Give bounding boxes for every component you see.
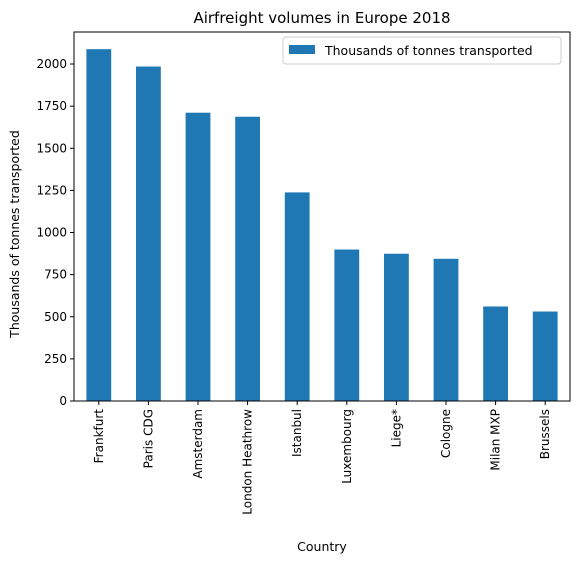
plot-area: 0 250 500 750 1000 1250 1500 1750 2000 Frankfurt P… xyxy=(36,31,571,515)
bar-frankfurt xyxy=(86,49,112,401)
legend-box xyxy=(282,36,562,65)
legend-swatch xyxy=(289,45,315,54)
bar-liege xyxy=(384,253,409,401)
y-tick-label: 750 xyxy=(44,268,67,282)
x-tick-label: Cologne xyxy=(439,409,453,458)
y-tick-label: 0 xyxy=(59,394,67,408)
bar-istanbul xyxy=(284,192,310,401)
x-tick-label: Amsterdam xyxy=(191,409,205,479)
bar-brussels xyxy=(532,311,558,401)
bar-cologne xyxy=(433,258,459,401)
bar-paris-cdg xyxy=(136,66,161,401)
bar-milan-mxp xyxy=(483,306,508,401)
x-tick-label: London Heathrow xyxy=(241,409,255,515)
y-tick-label: 250 xyxy=(44,352,67,366)
legend: Thousands of tonnes transported xyxy=(282,36,562,65)
bar-london-heathrow xyxy=(235,116,260,402)
x-tick-label: Frankfurt xyxy=(92,409,106,464)
y-tick-label: 500 xyxy=(44,310,67,324)
y-tick-label: 1250 xyxy=(36,183,67,197)
y-tick-label: 2000 xyxy=(36,57,67,71)
x-tick-label: Istanbul xyxy=(290,409,304,457)
x-tick-label: Luxembourg xyxy=(340,409,354,484)
x-tick-label: Paris CDG xyxy=(141,409,155,468)
x-tick-label: Brussels xyxy=(538,409,552,459)
legend-label: Thousands of tonnes transported xyxy=(324,43,533,58)
y-tick-label: 1500 xyxy=(36,141,67,155)
bar-amsterdam xyxy=(185,112,211,401)
x-axis-label: Country xyxy=(297,539,347,554)
y-tick-label: 1750 xyxy=(36,99,67,113)
bar-luxembourg xyxy=(334,249,360,401)
axes-frame xyxy=(73,31,571,402)
y-axis-label: Thousands of tonnes transported xyxy=(7,130,22,339)
x-tick-label: Milan MXP xyxy=(489,409,503,471)
y-tick-label: 1000 xyxy=(36,226,67,240)
chart-title: Airfreight volumes in Europe 2018 xyxy=(193,9,450,27)
x-tick-label: Liege* xyxy=(389,409,403,447)
